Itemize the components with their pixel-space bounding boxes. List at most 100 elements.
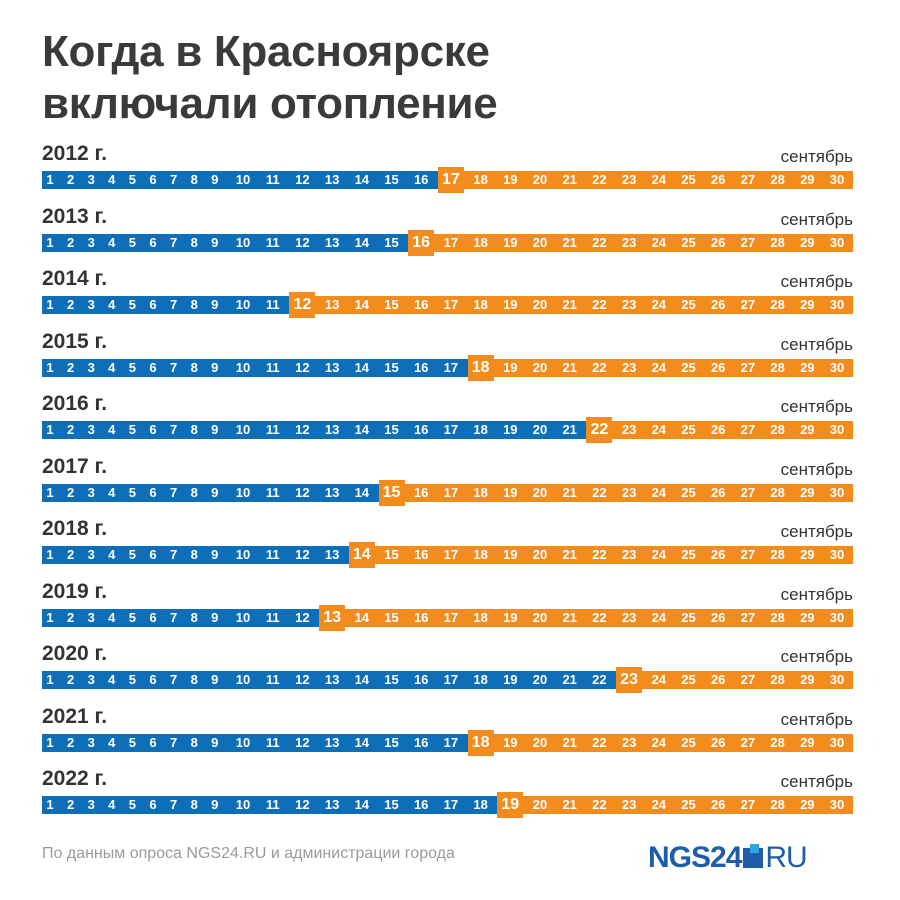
day-label: 29 (800, 422, 815, 437)
day-label: 5 (128, 672, 136, 687)
year-label: 2015 г. (42, 329, 108, 353)
day-label: 15 (384, 297, 399, 312)
day-label: 12 (295, 672, 310, 687)
day-label: 9 (211, 734, 219, 750)
month-label: сентябрь (780, 209, 853, 229)
day-label: 20 (532, 609, 548, 625)
day-label: 21 (562, 297, 577, 312)
day-label: 13 (324, 422, 340, 437)
day-label: 14 (354, 172, 370, 187)
day-label: 20 (532, 672, 548, 687)
day-label: 19 (503, 547, 518, 562)
day-label: 21 (562, 734, 577, 750)
day-label: 5 (128, 359, 136, 375)
day-label: 8 (190, 734, 198, 750)
day-label: 8 (190, 172, 198, 187)
day-label: 8 (190, 422, 198, 437)
day-label: 22 (592, 484, 607, 500)
day-label: 24 (651, 234, 667, 250)
month-label: сентябрь (780, 272, 853, 291)
day-label: 1 (46, 672, 54, 687)
day-label: 10 (235, 172, 251, 187)
day-label: 25 (681, 672, 696, 687)
day-label: 16 (413, 609, 429, 625)
day-label: 21 (562, 609, 577, 625)
day-label: 30 (829, 734, 845, 750)
day-label: 29 (800, 484, 815, 500)
logo-square-icon (743, 844, 764, 868)
day-label: 27 (740, 359, 756, 375)
day-label: 30 (829, 422, 845, 437)
day-label: 26 (710, 797, 726, 812)
day-label: 27 (740, 734, 756, 750)
day-label: 1 (46, 547, 54, 562)
day-label: 26 (710, 734, 726, 750)
bar-heating-on (378, 483, 853, 502)
heating-start-day: 17 (437, 167, 464, 193)
day-label: 29 (800, 609, 815, 625)
year-label: 2012 г. (42, 142, 108, 165)
day-label: 13 (324, 359, 340, 375)
day-label: 27 (740, 172, 756, 187)
day-label: 6 (149, 234, 157, 250)
day-label: 28 (770, 359, 785, 375)
heating-start-day: 18 (467, 729, 494, 756)
day-label: 14 (354, 797, 370, 812)
day-label: 24 (651, 797, 667, 812)
day-label: 11 (265, 484, 280, 500)
day-label: 14 (354, 484, 370, 500)
day-label: 18 (473, 234, 488, 250)
day-label: 20 (532, 734, 548, 750)
day-label: 16 (413, 672, 429, 687)
day-label: 3 (87, 672, 95, 687)
day-label: 3 (87, 484, 95, 500)
day-label: 21 (562, 172, 577, 187)
day-label: 26 (710, 297, 726, 312)
day-label: 2 (66, 547, 75, 562)
day-label: 24 (651, 734, 667, 750)
day-label: 11 (265, 297, 280, 312)
day-label: 28 (770, 672, 785, 687)
day-label: 11 (265, 234, 280, 250)
day-label: 25 (681, 547, 696, 562)
day-label: 20 (532, 172, 548, 187)
day-label: 6 (149, 734, 157, 750)
day-label: 7 (169, 422, 178, 437)
day-label: 8 (190, 359, 198, 375)
year-label: 2018 г. (42, 517, 108, 540)
day-label: 19 (503, 672, 518, 687)
day-label: 10 (235, 297, 251, 312)
day-label: 13 (324, 484, 340, 500)
day-label: 26 (710, 547, 726, 562)
day-label: 17 (443, 422, 459, 437)
day-label: 28 (770, 234, 785, 250)
day-label: 23 (621, 172, 637, 187)
day-label: 19 (503, 297, 518, 312)
day-label: 27 (740, 797, 756, 812)
day-label: 10 (235, 734, 251, 750)
day-label: 28 (770, 797, 785, 812)
day-label: 13 (324, 297, 340, 312)
day-label: 13 (324, 172, 340, 187)
day-label: 12 (295, 422, 310, 437)
day-label: 7 (169, 484, 178, 500)
day-label: 2 (66, 484, 75, 500)
heating-start-day: 14 (348, 542, 375, 568)
day-label: 29 (800, 797, 815, 812)
day-label: 8 (190, 297, 198, 312)
day-label: 23 (621, 734, 637, 750)
day-label: 6 (149, 609, 157, 625)
day-label: 26 (710, 609, 726, 625)
day-label: 21 (562, 547, 577, 562)
day-label: 12 (295, 484, 310, 500)
day-label: 28 (770, 547, 785, 562)
logo-main: NGS24 (648, 841, 742, 874)
day-label: 20 (532, 797, 548, 812)
year-label: 2014 г. (42, 267, 108, 290)
month-label: сентябрь (780, 147, 853, 166)
day-label: 27 (740, 484, 756, 500)
day-label: 1 (46, 484, 54, 500)
day-label: 30 (829, 234, 845, 250)
day-label: 27 (740, 609, 756, 625)
day-label: 9 (211, 172, 219, 187)
